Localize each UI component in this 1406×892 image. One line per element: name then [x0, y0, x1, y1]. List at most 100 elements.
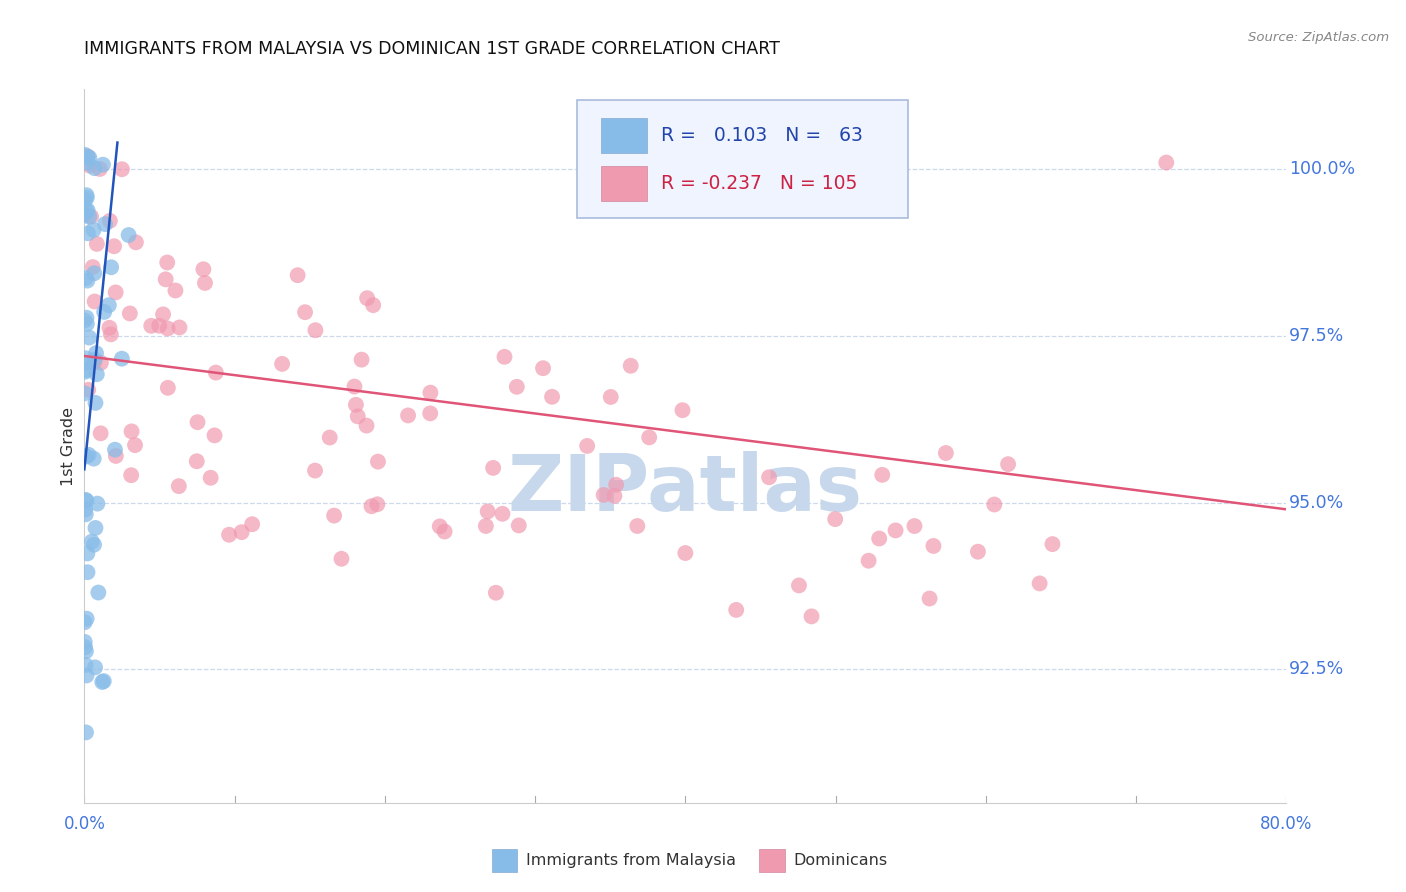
Point: [90, 426, 112, 441]
Point: [84, 660, 107, 674]
Point: [73, 635, 96, 649]
Point: [491, 507, 513, 521]
Point: [156, 321, 179, 335]
Point: [477, 504, 499, 518]
Point: [118, 306, 141, 320]
Point: [419, 406, 441, 420]
Text: 0.0%: 0.0%: [63, 814, 105, 833]
Point: [121, 425, 143, 439]
Point: [304, 323, 326, 337]
Point: [592, 488, 614, 502]
Point: [903, 519, 925, 533]
Point: [76, 612, 98, 626]
Text: ZIPatlas: ZIPatlas: [508, 450, 863, 527]
Point: [75, 508, 97, 522]
Point: [294, 305, 316, 319]
Point: [433, 524, 456, 539]
Point: [218, 527, 240, 541]
Point: [576, 439, 599, 453]
Point: [323, 508, 346, 523]
Point: [94, 217, 117, 231]
Point: [83, 266, 105, 280]
Point: [231, 525, 253, 540]
Point: [194, 276, 217, 290]
Point: [240, 517, 263, 532]
Point: [922, 539, 945, 553]
Point: [76, 191, 98, 205]
Text: R = -0.237   N = 105: R = -0.237 N = 105: [661, 174, 858, 193]
Point: [77, 448, 100, 462]
Point: [169, 320, 191, 334]
Point: [75, 271, 97, 285]
Point: [91, 158, 114, 172]
Point: [100, 260, 122, 275]
Point: [83, 161, 105, 176]
Point: [103, 239, 125, 253]
Point: [111, 162, 134, 177]
Point: [76, 363, 98, 377]
Point: [104, 449, 127, 463]
Point: [599, 390, 621, 404]
Point: [186, 415, 208, 429]
Point: [603, 489, 626, 503]
Point: [361, 298, 384, 312]
Point: [76, 310, 98, 325]
Point: [93, 305, 115, 319]
Point: [200, 471, 222, 485]
Point: [152, 307, 174, 321]
Point: [271, 357, 294, 371]
Bar: [602, 166, 647, 202]
Point: [80, 210, 103, 224]
Point: [83, 223, 105, 237]
Point: [638, 430, 661, 444]
Point: [367, 455, 389, 469]
Point: [76, 150, 98, 164]
Point: [508, 518, 530, 533]
Point: [870, 467, 893, 482]
Point: [605, 477, 627, 491]
Text: IMMIGRANTS FROM MALAYSIA VS DOMINICAN 1ST GRADE CORRELATION CHART: IMMIGRANTS FROM MALAYSIA VS DOMINICAN 1S…: [84, 40, 780, 58]
Text: 80.0%: 80.0%: [1260, 814, 1313, 833]
Point: [76, 203, 98, 218]
Point: [787, 578, 810, 592]
Point: [89, 161, 111, 176]
Point: [91, 675, 114, 690]
Text: 97.5%: 97.5%: [1289, 327, 1344, 345]
Point: [73, 208, 96, 222]
Point: [73, 640, 96, 655]
Point: [541, 390, 564, 404]
Point: [330, 551, 353, 566]
Point: [79, 151, 101, 165]
Text: Dominicans: Dominicans: [793, 854, 887, 868]
Point: [205, 366, 228, 380]
Point: [935, 446, 957, 460]
Point: [80, 534, 103, 549]
Point: [76, 565, 98, 579]
Text: Source: ZipAtlas.com: Source: ZipAtlas.com: [1249, 31, 1389, 45]
Text: Immigrants from Malaysia: Immigrants from Malaysia: [526, 854, 735, 868]
Point: [673, 546, 696, 560]
Point: [725, 603, 748, 617]
Point: [758, 470, 780, 484]
Point: [76, 156, 98, 170]
Point: [76, 149, 98, 163]
Point: [343, 379, 366, 393]
Bar: [602, 118, 647, 153]
Point: [120, 468, 142, 483]
Point: [356, 418, 378, 433]
Point: [84, 521, 107, 535]
Point: [156, 255, 179, 269]
Point: [997, 457, 1019, 471]
Point: [75, 450, 97, 464]
Point: [671, 403, 693, 417]
Point: [82, 260, 104, 274]
Point: [117, 227, 139, 242]
Point: [350, 352, 373, 367]
Point: [73, 193, 96, 207]
Point: [356, 291, 378, 305]
Point: [494, 350, 516, 364]
Point: [98, 214, 121, 228]
FancyBboxPatch shape: [578, 100, 908, 218]
Point: [626, 519, 648, 533]
Point: [73, 386, 96, 401]
